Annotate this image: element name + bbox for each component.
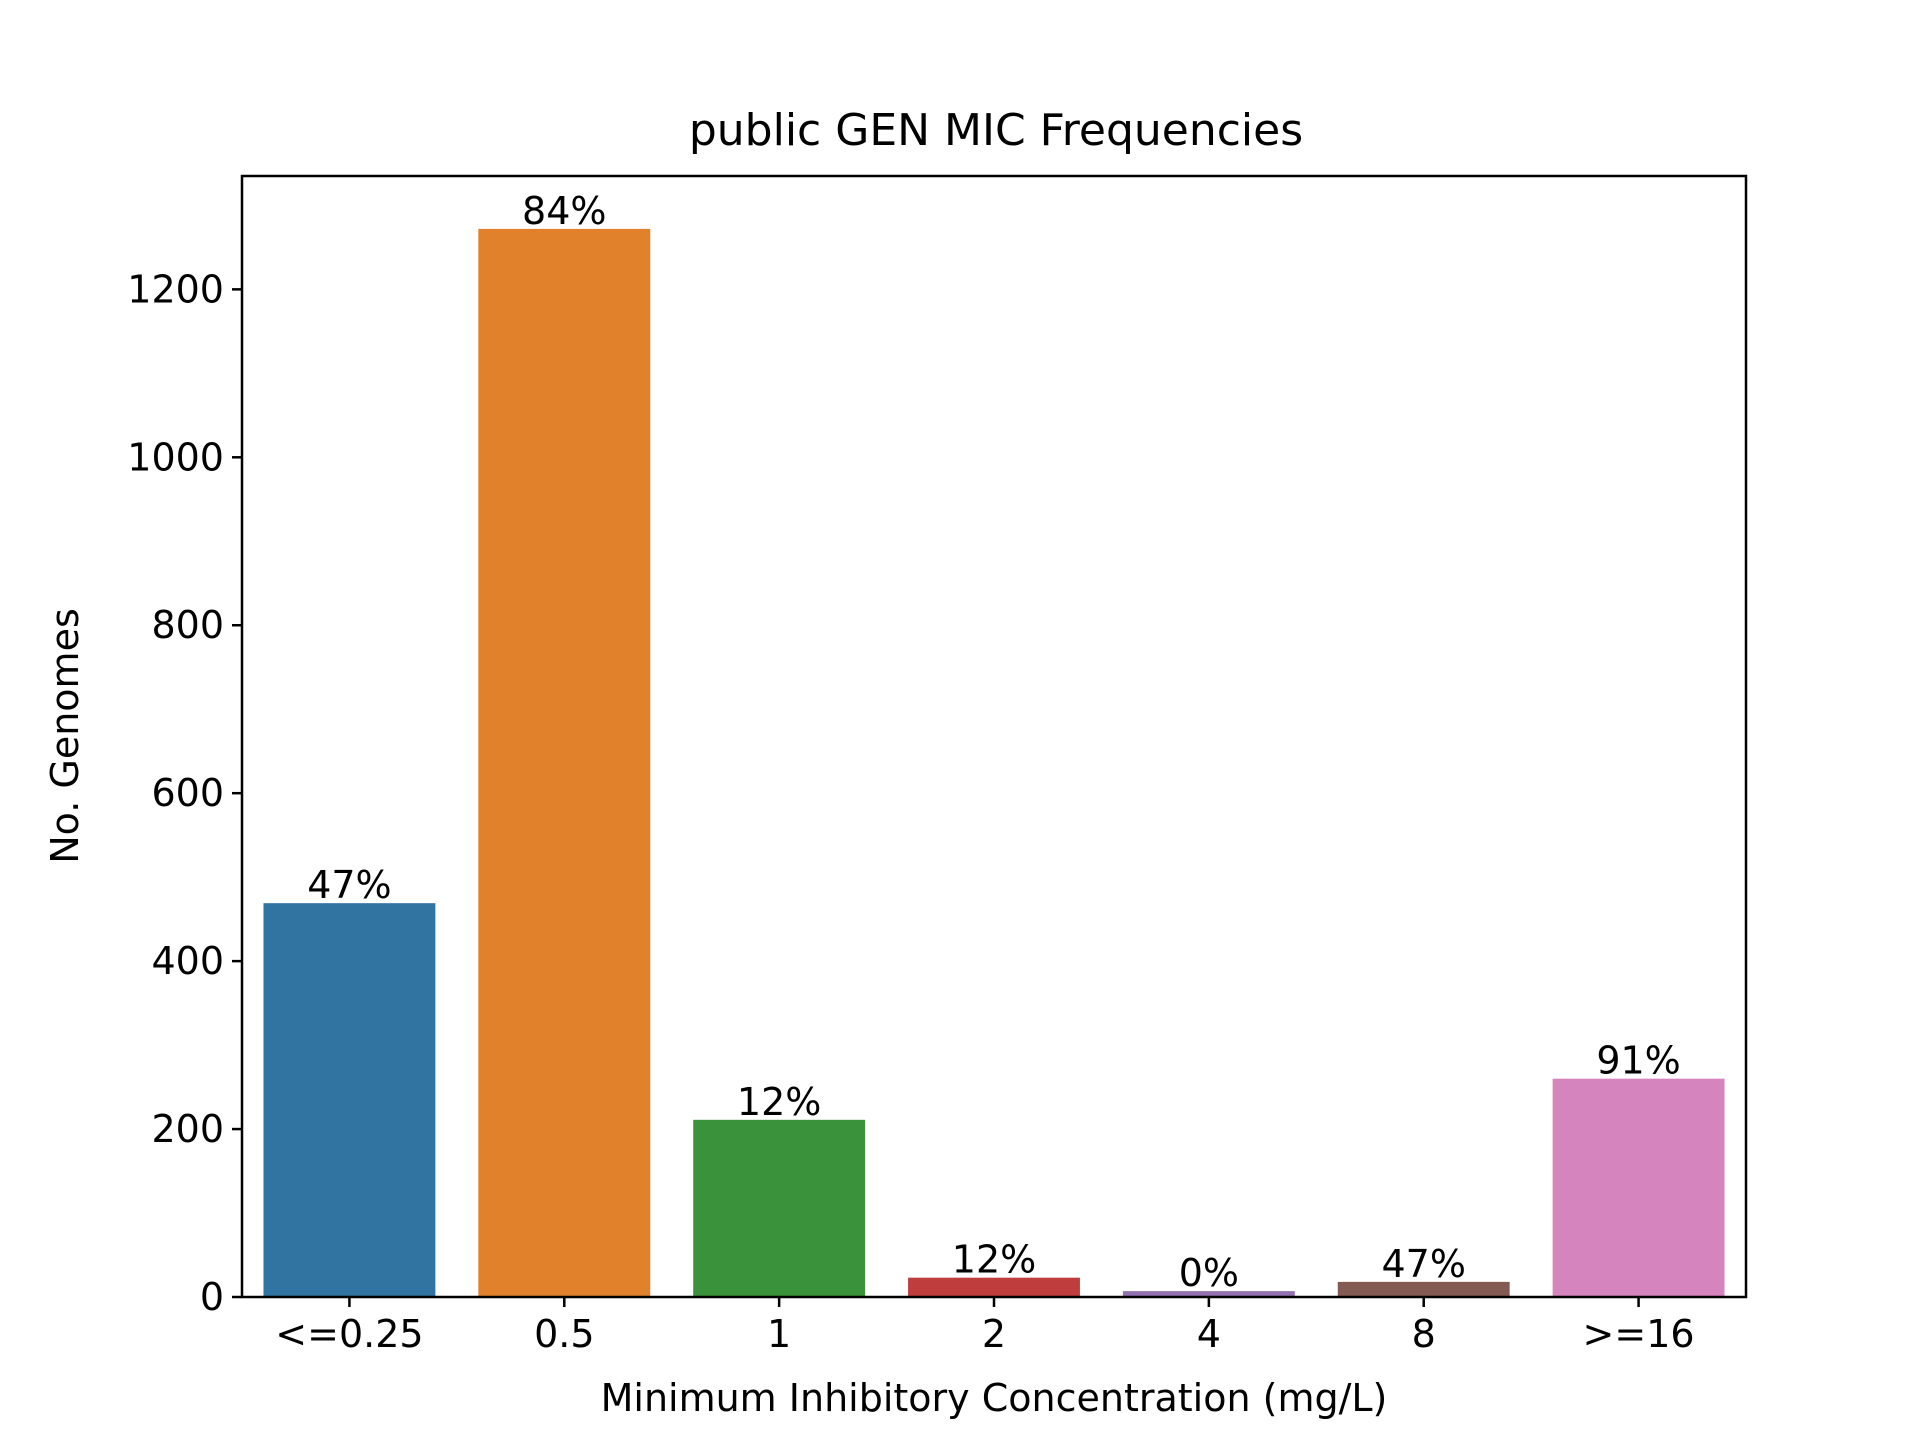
bar-3 <box>908 1277 1080 1297</box>
bar-5 <box>1337 1281 1510 1297</box>
data-label-6: 91% <box>1596 1039 1680 1083</box>
plot-area-frame <box>240 174 1748 1299</box>
data-labels-group: 47% 84% 12% 12% 0% 47% 91% <box>307 189 1681 1295</box>
x-tick-label-2: 1 <box>767 1312 791 1356</box>
data-label-5: 47% <box>1381 1242 1465 1286</box>
data-label-0: 47% <box>307 863 391 907</box>
y-axis-label: No. Genomes <box>43 608 87 864</box>
y-tick-label-6: 1200 <box>127 267 224 311</box>
x-axis-ticks: <=0.25 0.5 1 2 4 8 >=16 <box>275 1297 1695 1356</box>
x-tick-label-3: 2 <box>982 1312 1006 1356</box>
data-label-4: 0% <box>1179 1251 1239 1295</box>
bars-group <box>263 228 1725 1297</box>
y-tick-label-2: 400 <box>151 939 224 983</box>
x-tick-label-5: 8 <box>1412 1312 1436 1356</box>
bar-1 <box>478 228 651 1297</box>
data-label-1: 84% <box>522 189 606 233</box>
y-tick-label-5: 1000 <box>127 435 224 479</box>
x-tick-label-0: <=0.25 <box>275 1312 423 1356</box>
y-axis-ticks: 0 200 400 600 800 1000 1200 <box>127 267 242 1319</box>
x-tick-label-6: >=16 <box>1583 1312 1695 1356</box>
y-tick-label-3: 600 <box>151 771 224 815</box>
bar-6 <box>1552 1078 1725 1297</box>
x-tick-label-4: 4 <box>1197 1312 1221 1356</box>
chart-title: public GEN MIC Frequencies <box>689 105 1303 156</box>
data-label-3: 12% <box>952 1238 1036 1282</box>
y-tick-label-4: 800 <box>151 603 224 647</box>
bar-4 <box>1122 1291 1295 1297</box>
bar-0 <box>263 903 436 1297</box>
data-label-2: 12% <box>737 1080 821 1124</box>
x-tick-label-1: 0.5 <box>534 1312 594 1356</box>
y-tick-label-1: 200 <box>151 1107 224 1151</box>
bar-2 <box>693 1119 866 1297</box>
y-tick-label-0: 0 <box>200 1275 224 1319</box>
x-axis-label: Minimum Inhibitory Concentration (mg/L) <box>601 1376 1388 1420</box>
